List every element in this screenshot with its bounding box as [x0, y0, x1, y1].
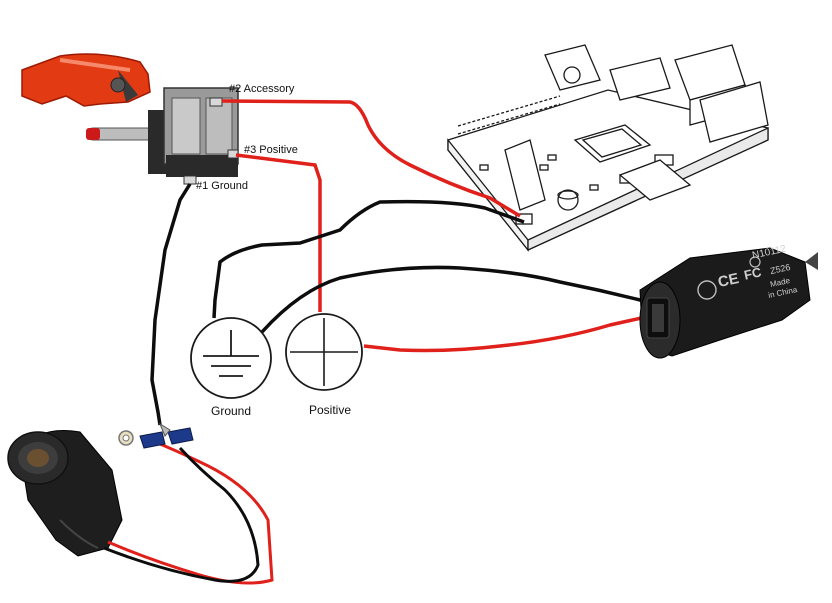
cigarette-lighter-socket-icon [7, 422, 274, 585]
accessory-wire [221, 99, 521, 218]
usb-car-charger-icon [639, 247, 818, 359]
plus-symbol-icon [285, 313, 363, 391]
terminal-ground-label: #1 Ground [196, 180, 248, 192]
positive-switch-wire [235, 153, 322, 312]
toggle-switch-icon [21, 53, 239, 185]
usb-ground-wire [260, 265, 669, 334]
pi-ground-wire [212, 199, 525, 319]
terminal-positive-label: #3 Positive [244, 144, 298, 156]
raspberry-pi-board-icon [447, 44, 769, 252]
ground-node-label: Ground [211, 404, 252, 418]
ground-symbol-icon [190, 317, 272, 399]
usb-positive-wire [363, 310, 669, 353]
terminal-accessory-label: #2 Accessory [229, 83, 295, 95]
switch-ground-wire [150, 183, 192, 426]
positive-node-label: Positive [309, 403, 352, 417]
